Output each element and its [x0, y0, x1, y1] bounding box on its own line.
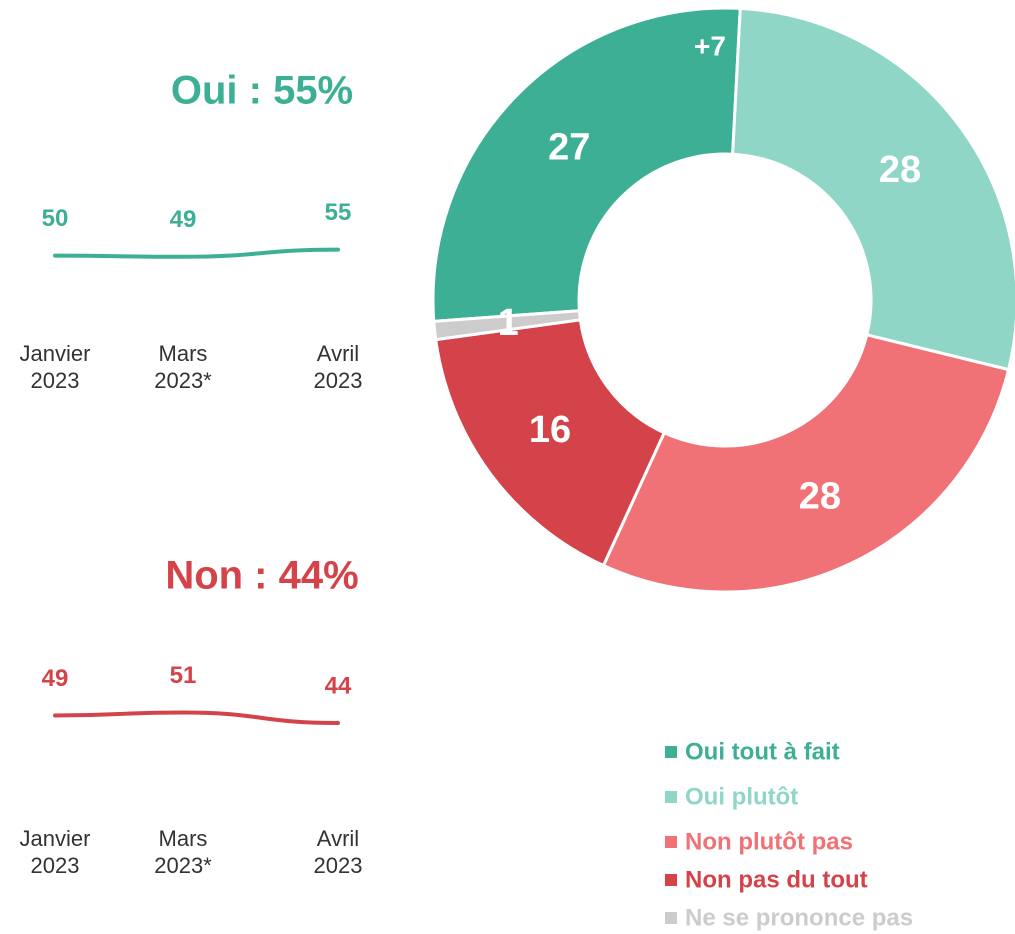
- trend-line: [53, 710, 340, 725]
- legend-label: Non pas du tout: [685, 866, 868, 893]
- slice-label: 1: [498, 302, 519, 344]
- x-tick-label: Janvier 2023: [19, 341, 91, 393]
- donut-slice: [432, 309, 583, 342]
- x-tick-label: Mars 2023*: [154, 826, 212, 878]
- annotation: +7: [694, 30, 726, 61]
- donut-slice: [431, 6, 742, 323]
- x-tick-label: Avril 2023: [313, 341, 363, 393]
- slice-label: 28: [799, 475, 841, 517]
- value-label: 51: [170, 662, 197, 689]
- legend-label: Non plutôt pas: [685, 828, 853, 855]
- slice-label: 16: [529, 409, 571, 451]
- legend-label: Oui tout à fait: [685, 738, 840, 765]
- donut-slice: [601, 333, 1011, 594]
- trend-line: [53, 247, 340, 259]
- value-label: 44: [325, 672, 352, 699]
- slice-label: 28: [879, 149, 921, 191]
- value-label: 49: [42, 665, 69, 692]
- line-title: Non : 44%: [165, 554, 358, 598]
- value-label: 49: [170, 206, 197, 233]
- value-label: 55: [325, 199, 352, 226]
- x-tick-label: Janvier 2023: [19, 826, 91, 878]
- value-label: 50: [42, 205, 69, 232]
- line-title: Oui : 55%: [171, 69, 353, 113]
- donut-slice: [731, 6, 1015, 372]
- x-tick-label: Avril 2023: [313, 826, 363, 878]
- x-tick-label: Mars 2023*: [154, 341, 212, 393]
- legend-swatch: [665, 912, 677, 924]
- legend-label: Ne se prononce pas: [685, 904, 913, 931]
- slice-label: 27: [548, 127, 590, 169]
- legend-swatch: [665, 874, 677, 886]
- donut-slice: [434, 318, 667, 568]
- legend-swatch: [665, 791, 677, 803]
- legend-swatch: [665, 746, 677, 758]
- legend-swatch: [665, 836, 677, 848]
- legend-label: Oui plutôt: [685, 783, 798, 810]
